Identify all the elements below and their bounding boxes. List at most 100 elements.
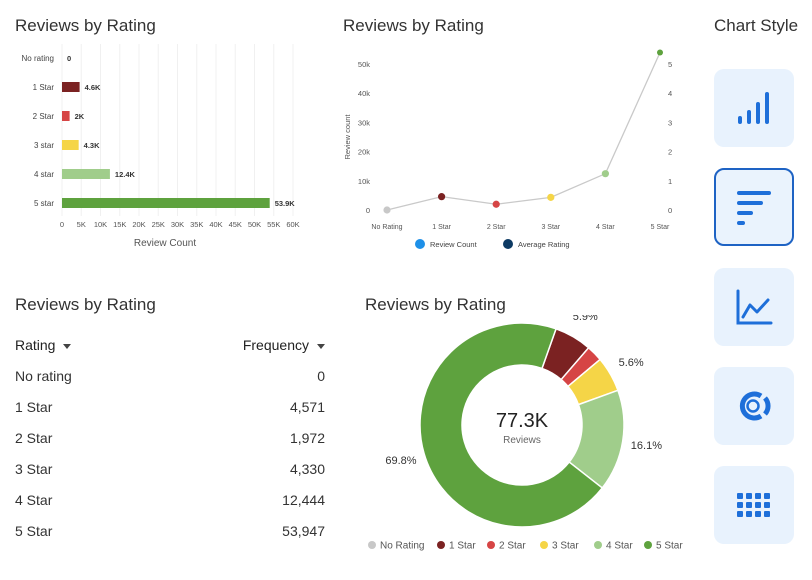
y-category-label: 5 star — [34, 199, 54, 208]
y2-tick-label: 3 — [668, 118, 672, 127]
data-point — [492, 200, 500, 208]
legend-label: 4 Star — [606, 541, 633, 552]
table-row: 5 Star 53,947 — [15, 515, 325, 546]
x-tick-label: 5K — [77, 220, 86, 229]
x-tick-label: 50K — [248, 220, 261, 229]
table-cell-frequency: 4,571 — [289, 398, 325, 415]
data-point — [383, 206, 391, 214]
table-cell-frequency: 4,330 — [289, 460, 325, 477]
bar — [62, 82, 80, 92]
chart-style-donut-button[interactable] — [714, 367, 794, 445]
x-tick-label: 1 Star — [432, 224, 451, 231]
donut-slice — [419, 322, 604, 528]
y-tick-label: 50k — [358, 60, 370, 69]
sort-caret-icon[interactable] — [317, 343, 325, 349]
data-point — [657, 49, 663, 56]
x-tick-label: 35K — [190, 220, 203, 229]
bar — [62, 198, 270, 208]
legend-marker — [503, 239, 513, 249]
bar-data-label: 53.9K — [275, 199, 296, 208]
bar-data-label: 12.4K — [115, 170, 136, 179]
x-tick-label: 3 Star — [541, 224, 560, 231]
donut-chart-title: Reviews by Rating — [365, 295, 506, 314]
horizontal-bar-icon — [737, 191, 771, 225]
legend-label: 2 Star — [499, 541, 526, 552]
table-row: No rating 0 — [15, 360, 325, 391]
x-tick-label: 55K — [267, 220, 280, 229]
chart-style-line-button[interactable] — [714, 268, 794, 346]
y-category-label: 4 star — [34, 170, 54, 179]
bar-data-label: 4.6K — [85, 83, 101, 92]
chart-style-bar-vertical-button[interactable] — [714, 69, 794, 147]
legend-marker — [540, 541, 548, 549]
legend-label: Average Rating — [518, 240, 570, 249]
line-chart: 0 10k 20k 30k 40k 50k 0 1 2 3 4 5 No Rating 1 Star 2 S… — [343, 49, 672, 249]
table-row: 1 Star 4,571 — [15, 391, 325, 422]
x-tick-label: 40K — [209, 220, 222, 229]
data-point — [438, 193, 446, 201]
table-cell-rating: 4 Star — [15, 491, 53, 508]
legend-marker — [437, 541, 445, 549]
bar — [62, 140, 79, 150]
y-category-label: 2 Star — [33, 112, 55, 121]
chart-style-table-button[interactable] — [714, 466, 794, 544]
sort-caret-icon[interactable] — [63, 343, 72, 349]
legend-marker — [368, 541, 376, 549]
x-tick-label: 4 Star — [596, 224, 615, 231]
y2-tick-label: 5 — [668, 60, 672, 69]
y-category-label: 3 star — [34, 141, 54, 150]
y-tick-label: 10k — [358, 177, 370, 186]
bar-chart-title: Reviews by Rating — [15, 16, 156, 35]
table-row: 3 Star 4,330 — [15, 453, 325, 484]
frequency-column-header[interactable]: Frequency — [243, 337, 325, 353]
rating-column-header[interactable]: Rating — [15, 337, 72, 353]
chart-style-title: Chart Style — [714, 16, 799, 35]
table-title: Reviews by Rating — [15, 295, 156, 314]
bar-data-label: 0 — [67, 54, 71, 63]
data-point — [601, 170, 609, 178]
donut-center-label: Reviews — [503, 435, 541, 446]
legend-marker — [644, 541, 652, 549]
rating-table: Rating Frequency No rating 0 1 Star 4,571 … — [15, 330, 325, 546]
table-cell-frequency: 53,947 — [282, 522, 325, 539]
y2-tick-label: 0 — [668, 206, 672, 215]
slice-percent-label: 69.8% — [385, 455, 416, 467]
x-tick-label: 10K — [94, 220, 107, 229]
y2-tick-label: 1 — [668, 177, 672, 186]
y2-tick-label: 2 — [668, 148, 672, 157]
table-cell-rating: 1 Star — [15, 398, 53, 415]
y-tick-label: 40k — [358, 89, 370, 98]
y-axis-title: Review count — [343, 114, 352, 160]
x-tick-label: 15K — [113, 220, 126, 229]
x-tick-label: 25K — [152, 220, 165, 229]
line-chart-title: Reviews by Rating — [343, 16, 484, 35]
table-cell-frequency: 12,444 — [282, 491, 325, 508]
x-tick-label: 5 Star — [651, 224, 670, 231]
legend-label: 1 Star — [449, 541, 476, 552]
grid-table-icon — [737, 493, 770, 517]
table-header: Rating Frequency — [15, 330, 325, 360]
bar — [62, 111, 70, 121]
slice-percent-label: 5.6% — [619, 357, 644, 369]
y-category-label: No rating — [22, 54, 54, 63]
table-cell-rating: 5 Star — [15, 522, 53, 539]
y-tick-label: 30k — [358, 118, 370, 127]
x-tick-label: 45K — [229, 220, 242, 229]
table-row: 4 Star 12,444 — [15, 484, 325, 515]
x-tick-label: 0 — [60, 220, 64, 229]
x-tick-label: 2 Star — [487, 224, 506, 231]
y-category-label: 1 Star — [33, 83, 55, 92]
legend-label: No Rating — [380, 541, 424, 552]
chart-style-bar-horizontal-button[interactable] — [714, 168, 794, 246]
donut-center-value: 77.3K — [496, 410, 549, 432]
bar-data-label: 2K — [75, 112, 85, 121]
table-cell-rating: No rating — [15, 367, 72, 384]
y2-tick-label: 4 — [668, 89, 672, 98]
bar-chart-icon — [738, 92, 769, 124]
line-chart-icon — [736, 289, 773, 325]
series-line — [386, 52, 661, 211]
donut-chart-icon — [739, 391, 771, 421]
legend-marker — [487, 541, 495, 549]
x-tick-label: 20K — [132, 220, 145, 229]
slice-percent-label: 5.9% — [573, 315, 598, 323]
